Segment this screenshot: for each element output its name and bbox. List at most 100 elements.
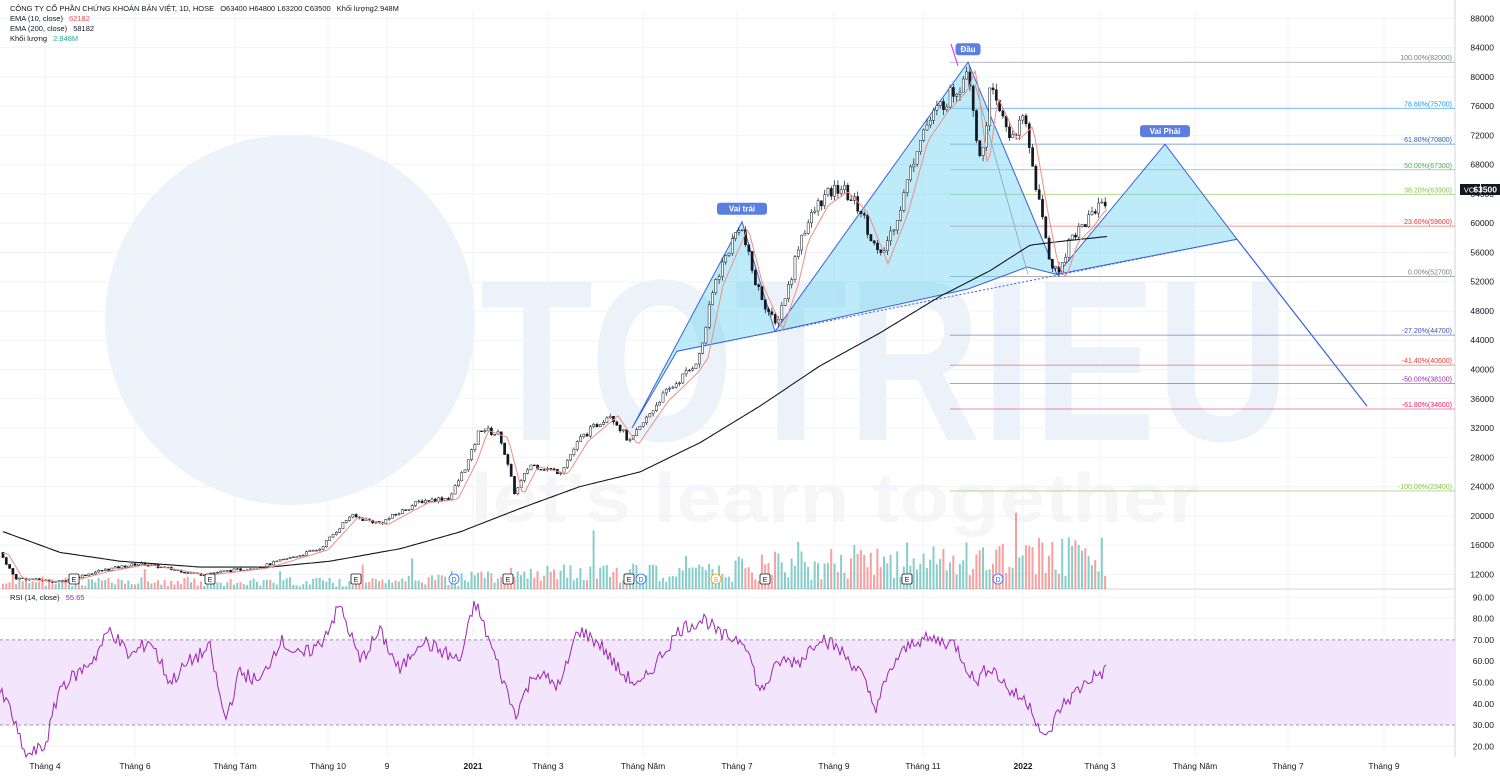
- candle-body: [80, 574, 84, 579]
- volume-bar: [421, 582, 423, 589]
- legend-title-row: CÔNG TY CỔ PHẦN CHỨNG KHOÁN BẢN VIỆT, 1D…: [10, 4, 399, 14]
- volume-bar: [846, 578, 849, 589]
- candle-body: [757, 284, 761, 287]
- event-marker[interactable]: D: [448, 573, 460, 585]
- candle-body: [348, 516, 351, 521]
- candle-body: [1093, 211, 1097, 214]
- price-axis[interactable]: 12000 16000 20000 24000 28000 32000 36000 40000…: [1470, 13, 1494, 579]
- dividend-icon: [448, 573, 460, 585]
- time-tick-label: Tháng 4: [29, 761, 60, 771]
- rsi-line: [0, 600, 1107, 759]
- neckline[interactable]: [676, 238, 1238, 352]
- volume-bar: [143, 569, 146, 589]
- right-shoulder-zone[interactable]: [1055, 143, 1238, 276]
- candle-body: [615, 421, 619, 426]
- volume-bar: [506, 581, 509, 589]
- event-marker-letter: D: [638, 577, 643, 584]
- candle-body: [404, 509, 407, 511]
- legend-ema10-row[interactable]: EMA (10, close) 62182: [10, 14, 399, 24]
- event-marker[interactable]: E: [759, 573, 771, 585]
- rsi-legend[interactable]: RSI (14, close) 55.65: [10, 593, 84, 603]
- event-marker-letter: E: [627, 577, 632, 584]
- volume-bar: [58, 582, 60, 589]
- volume-bar: [335, 586, 338, 589]
- candle-body: [582, 433, 586, 437]
- rsi-axis[interactable]: 20.00 30.00 40.00 50.00 60.00 70.00 80.00 90.00: [1473, 592, 1495, 751]
- candle-body: [183, 572, 186, 574]
- volume-bar: [1, 583, 4, 589]
- candle-body: [295, 556, 299, 558]
- volume-bar: [355, 581, 357, 589]
- candle-body: [1064, 256, 1067, 263]
- candle-body: [932, 109, 935, 121]
- earnings-icon: [901, 573, 913, 585]
- event-marker[interactable]: E: [204, 573, 216, 585]
- volume-bar: [866, 567, 869, 589]
- event-marker[interactable]: E: [350, 573, 362, 585]
- event-marker[interactable]: D: [635, 573, 647, 585]
- volume-bar: [747, 567, 750, 589]
- candle-body: [1100, 201, 1104, 204]
- legend-ema200-row[interactable]: EMA (200, close) 58182: [10, 24, 399, 34]
- earnings-icon: [623, 573, 635, 585]
- candle-body: [311, 550, 315, 552]
- event-marker[interactable]: E: [68, 573, 80, 585]
- last-price-bg: [1481, 184, 1500, 195]
- candle-body: [1047, 237, 1051, 260]
- volume-bar: [876, 548, 879, 589]
- event-marker[interactable]: S: [710, 573, 722, 585]
- volume-bar: [203, 586, 206, 589]
- volume-bar: [397, 581, 400, 589]
- volume-bar: [602, 565, 605, 589]
- volume-bar: [8, 582, 11, 589]
- candle-body: [493, 434, 497, 436]
- time-tick-label: Tháng Tám: [213, 761, 256, 771]
- time-axis[interactable]: Tháng 4 Tháng 6 Tháng Tám Tháng 10 9 2021 Thán…: [29, 761, 1399, 771]
- candle-body: [1008, 126, 1011, 138]
- volume-bar: [173, 584, 176, 589]
- volume-bar: [104, 579, 107, 589]
- legend-volume-row[interactable]: Khối lượng 2.948M: [10, 34, 399, 44]
- rsi-legend-value: 55.65: [65, 593, 85, 602]
- fibonacci-levels[interactable]: 100.00%(82000) 78.60%(75700) 61.80%(70800)…: [950, 55, 1455, 492]
- candle-body: [664, 388, 668, 394]
- event-marker[interactable]: E: [901, 573, 913, 585]
- volume-bar: [265, 579, 268, 589]
- candle-body: [275, 560, 279, 563]
- event-marker[interactable]: D: [992, 573, 1004, 585]
- fib-level-label: 23.60%(59600): [1404, 219, 1452, 226]
- volume-bar: [322, 580, 324, 589]
- price-tick-label: 72000: [1470, 130, 1494, 140]
- candle-body: [843, 185, 846, 191]
- volume-bar: [592, 530, 595, 589]
- grid: [0, 11, 1455, 757]
- pattern-label[interactable]: Đầu: [955, 43, 981, 56]
- pattern-label[interactable]: Vai Phải: [1140, 125, 1190, 138]
- volume-bar: [15, 584, 18, 589]
- candle-body: [905, 179, 909, 193]
- candle-body: [915, 151, 919, 165]
- volume-bar: [576, 577, 579, 589]
- volume-bar: [856, 553, 859, 589]
- candle-body: [971, 85, 975, 111]
- event-marker[interactable]: E: [502, 573, 514, 585]
- volume-bar: [645, 575, 648, 589]
- volume-bar: [289, 577, 291, 589]
- candle-body: [694, 363, 698, 369]
- candle-body: [447, 498, 450, 500]
- volume-bar: [31, 581, 34, 589]
- volume-bar: [668, 576, 671, 589]
- volume-bar: [378, 581, 381, 589]
- volume-bar: [28, 583, 31, 589]
- pattern-label[interactable]: Vai trái: [717, 202, 767, 215]
- event-marker[interactable]: E: [623, 573, 635, 585]
- candle-body: [598, 424, 602, 427]
- event-marker-letter: E: [763, 577, 768, 584]
- volume-bar: [609, 576, 612, 589]
- candle-body: [955, 93, 959, 97]
- candle-body: [4, 557, 8, 565]
- candle-body: [486, 427, 490, 432]
- projection-line[interactable]: [1236, 238, 1368, 407]
